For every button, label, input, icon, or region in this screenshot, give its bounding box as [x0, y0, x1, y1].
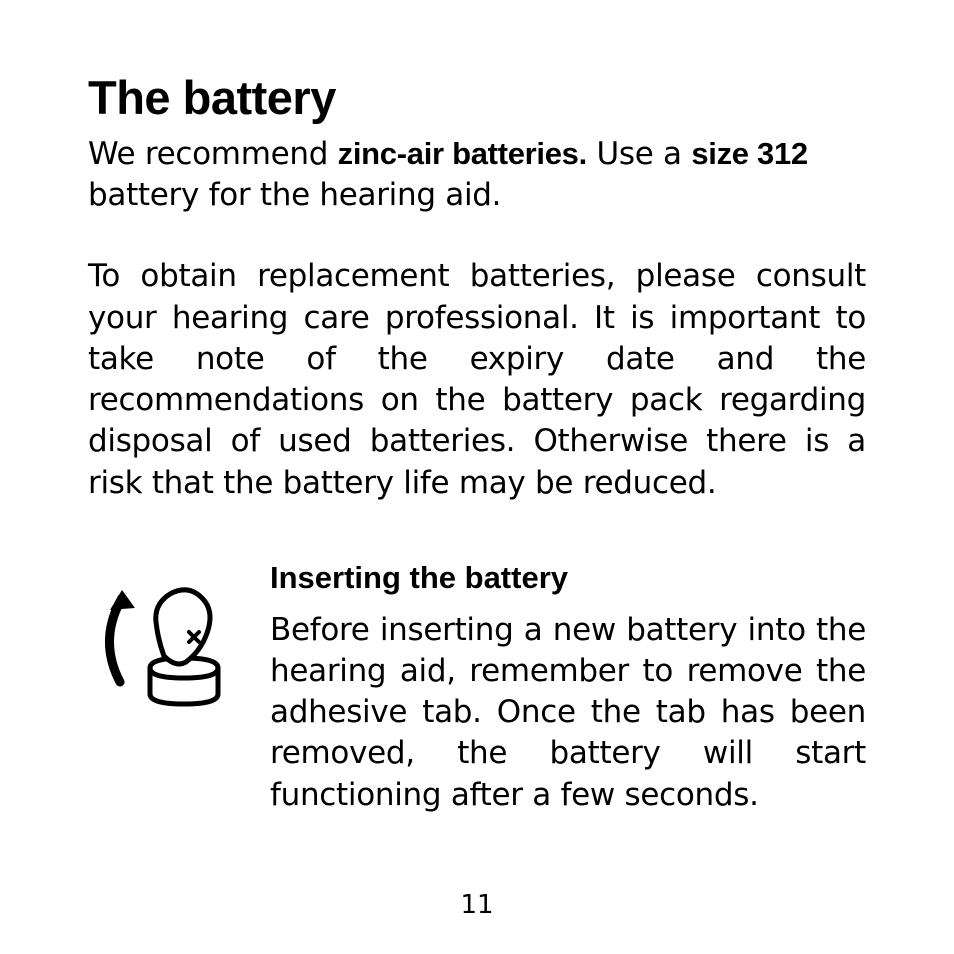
intro-text-prefix: We recommend [88, 136, 338, 172]
replacement-paragraph: To obtain replacement batteries, please … [88, 256, 866, 503]
inserting-text-block: Inserting the battery Before inserting a… [270, 560, 866, 816]
inserting-subtitle: Inserting the battery [270, 560, 866, 596]
page-number: 11 [0, 890, 954, 920]
intro-text-suffix: battery for the hearing aid. [88, 177, 501, 213]
inserting-paragraph: Before inserting a new battery into the … [270, 610, 866, 816]
inserting-section: Inserting the battery Before inserting a… [88, 560, 866, 816]
intro-paragraph: We recommend zinc-air batteries. Use a s… [88, 133, 866, 216]
document-page: The battery We recommend zinc-air batter… [0, 0, 954, 954]
page-title: The battery [88, 70, 866, 125]
battery-illustration [88, 560, 238, 720]
battery-tab-icon [88, 570, 238, 720]
intro-bold-batteries: zinc-air batteries. [338, 136, 587, 171]
intro-bold-size: size 312 [691, 136, 808, 171]
intro-text-mid: Use a [587, 136, 691, 172]
